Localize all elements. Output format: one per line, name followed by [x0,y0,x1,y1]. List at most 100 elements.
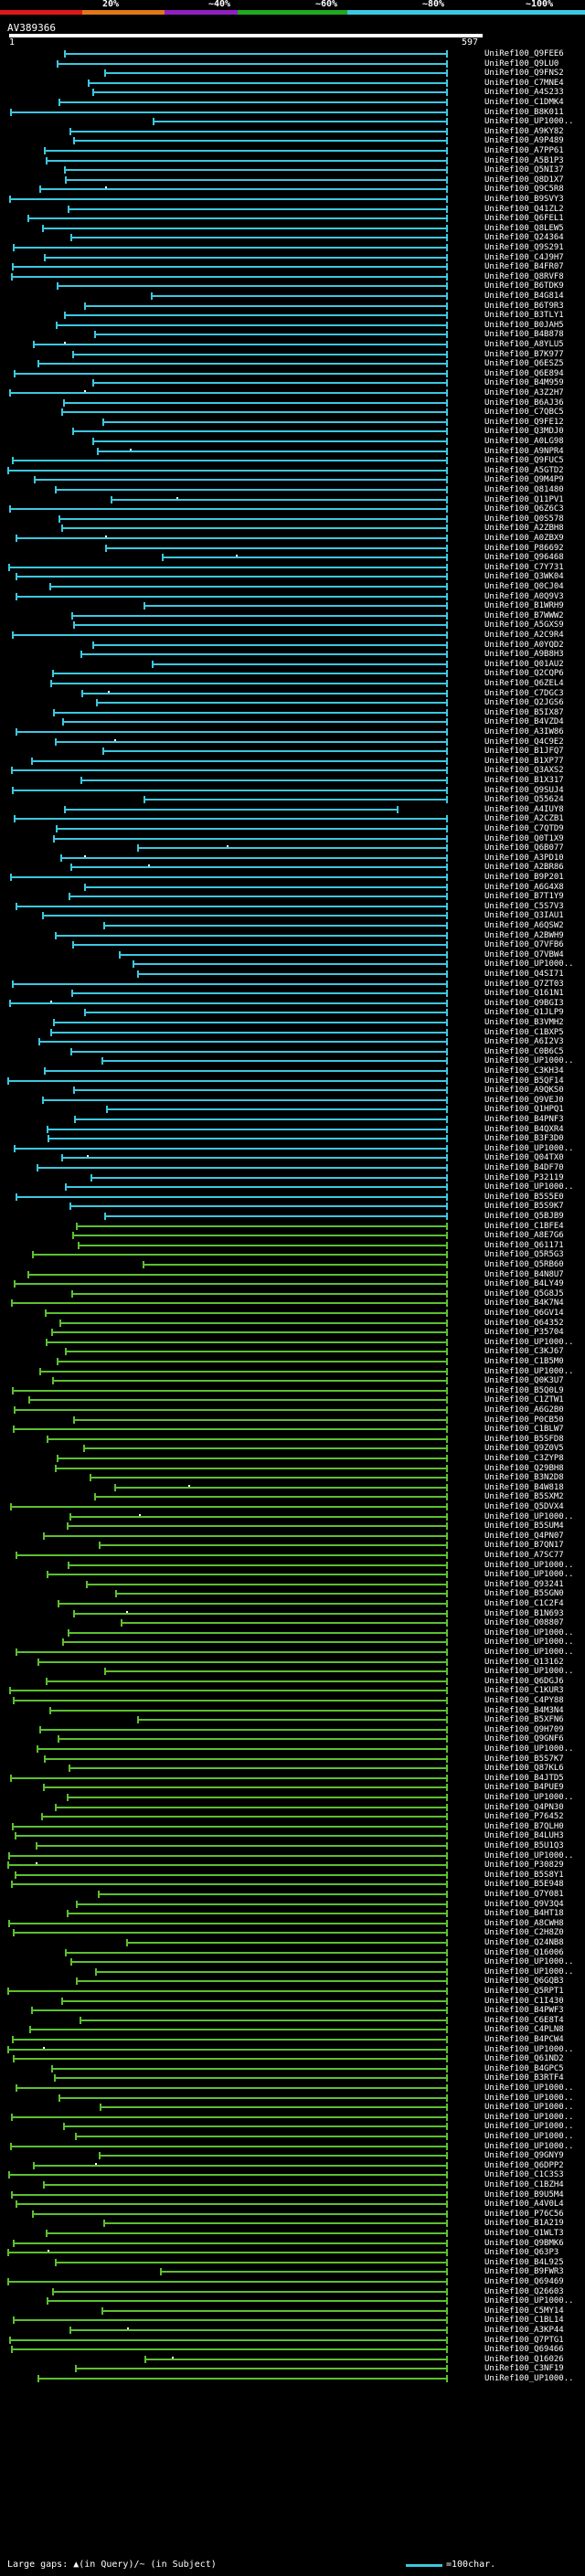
hit-label[interactable]: UniRef100_B4K7N4 [484,1299,564,1309]
hit-label[interactable]: UniRef100_Q9S291 [484,243,564,252]
hit-label[interactable]: UniRef100_Q161N1 [484,989,564,999]
alignment-row[interactable]: UniRef100_B4G814 [0,292,585,301]
hit-label[interactable]: UniRef100_Q9GNF6 [484,1734,564,1744]
alignment-row[interactable]: UniRef100_B9FWR3 [0,2267,585,2276]
alignment-row[interactable]: UniRef100_C6E8T4 [0,2016,585,2025]
hit-label[interactable]: UniRef100_Q16026 [484,2354,564,2364]
alignment-row[interactable]: UniRef100_A9P489 [0,136,585,145]
alignment-row[interactable]: UniRef100_Q0K3U7 [0,1376,585,1385]
hit-label[interactable]: UniRef100_UP1000.. [484,117,574,127]
hit-label[interactable]: UniRef100_Q9FE12 [484,417,564,427]
alignment-row[interactable]: UniRef100_Q5NI37 [0,165,585,175]
hit-label[interactable]: UniRef100_Q9V3Q4 [484,1899,564,1909]
hit-label[interactable]: UniRef100_Q5RB60 [484,1260,564,1269]
hit-label[interactable]: UniRef100_UP1000.. [484,1648,574,1657]
hit-label[interactable]: UniRef100_C1BFE4 [484,1221,564,1231]
alignment-row[interactable]: UniRef100_P76452 [0,1812,585,1821]
alignment-row[interactable]: UniRef100_A8YLU5 [0,340,585,349]
hit-label[interactable]: UniRef100_Q1HPQ1 [484,1105,564,1115]
hit-label[interactable]: UniRef100_Q3AXS2 [484,766,564,776]
hit-label[interactable]: UniRef100_UP1000.. [484,959,574,970]
hit-label[interactable]: UniRef100_B4HT18 [484,1909,564,1919]
hit-label[interactable]: UniRef100_B4VZD4 [484,717,564,727]
alignment-row[interactable]: UniRef100_Q9FEE6 [0,49,585,58]
hit-label[interactable]: UniRef100_P76452 [484,1812,564,1822]
hit-label[interactable]: UniRef100_B1JFQ7 [484,747,564,757]
alignment-row[interactable]: UniRef100_C1DMK4 [0,98,585,107]
hit-label[interactable]: UniRef100_P0CB50 [484,1415,564,1425]
alignment-row[interactable]: UniRef100_B4HT18 [0,1909,585,1918]
alignment-row[interactable]: UniRef100_C5S7V3 [0,902,585,911]
hit-label[interactable]: UniRef100_B7WWW2 [484,610,564,620]
alignment-row[interactable]: UniRef100_UP1000.. [0,117,585,126]
alignment-row[interactable]: UniRef100_B5SFD8 [0,1435,585,1444]
hit-label[interactable]: UniRef100_B4FR07 [484,262,564,272]
hit-label[interactable]: UniRef100_Q4PN30 [484,1802,564,1812]
hit-label[interactable]: UniRef100_UP1000.. [484,2083,574,2093]
hit-label[interactable]: UniRef100_A3KP44 [484,2326,564,2335]
hit-label[interactable]: UniRef100_B3N2D8 [484,1473,564,1483]
alignment-row[interactable]: UniRef100_B7QLH0 [0,1822,585,1831]
alignment-row[interactable]: UniRef100_Q0T1X9 [0,834,585,843]
hit-label[interactable]: UniRef100_A2BR86 [484,863,564,873]
hit-label[interactable]: UniRef100_Q2JGS6 [484,698,564,708]
alignment-row[interactable]: UniRef100_B5S5E0 [0,1193,585,1202]
hit-label[interactable]: UniRef100_Q61171 [484,1240,564,1250]
hit-label[interactable]: UniRef100_UP1000.. [484,1966,574,1977]
hit-label[interactable]: UniRef100_Q7VBW4 [484,949,564,959]
alignment-row[interactable]: UniRef100_C1KUR3 [0,1686,585,1695]
hit-label[interactable]: UniRef100_UP1000.. [484,1744,574,1754]
alignment-row[interactable]: UniRef100_B8K011 [0,108,585,117]
alignment-row[interactable]: UniRef100_Q9GNF6 [0,1734,585,1744]
alignment-row[interactable]: UniRef100_Q8RVF8 [0,272,585,281]
alignment-row[interactable]: UniRef100_C4PY88 [0,1696,585,1705]
hit-label[interactable]: UniRef100_A9P489 [484,136,564,146]
alignment-row[interactable]: UniRef100_Q6DGJ6 [0,1677,585,1686]
alignment-row[interactable]: UniRef100_A0YQD2 [0,641,585,650]
alignment-row[interactable]: UniRef100_B4GPC5 [0,2064,585,2073]
hit-label[interactable]: UniRef100_Q5NI37 [484,165,564,175]
hit-label[interactable]: UniRef100_B7K977 [484,349,564,359]
alignment-row[interactable]: UniRef100_Q5G8J5 [0,1289,585,1299]
hit-label[interactable]: UniRef100_Q0T1X9 [484,833,564,843]
hit-label[interactable]: UniRef100_B6AJ36 [484,398,564,408]
alignment-row[interactable]: UniRef100_C1B5M0 [0,1357,585,1366]
alignment-row[interactable]: UniRef100_B1XP77 [0,757,585,766]
alignment-row[interactable]: UniRef100_B4L925 [0,2258,585,2267]
hit-label[interactable]: UniRef100_Q1JLP9 [484,1008,564,1018]
hit-label[interactable]: UniRef100_B3VMH2 [484,1018,564,1027]
alignment-row[interactable]: UniRef100_B4N8U7 [0,1270,585,1279]
alignment-row[interactable]: UniRef100_Q9M4P9 [0,475,585,484]
hit-label[interactable]: UniRef100_A7PP61 [484,146,564,155]
alignment-row[interactable]: UniRef100_B4M3N4 [0,1706,585,1715]
hit-label[interactable]: UniRef100_C7QBC5 [484,408,564,418]
alignment-row[interactable]: UniRef100_Q11PV1 [0,495,585,504]
hit-label[interactable]: UniRef100_A8YLU5 [484,340,564,349]
alignment-row[interactable]: UniRef100_B3VMH2 [0,1018,585,1027]
hit-label[interactable]: UniRef100_A5GXS9 [484,620,564,631]
hit-label[interactable]: UniRef100_Q8D1X7 [484,175,564,185]
alignment-row[interactable]: UniRef100_Q6ESZ5 [0,359,585,368]
alignment-row[interactable]: UniRef100_Q2JGS6 [0,698,585,707]
hit-label[interactable]: UniRef100_UP1000.. [484,1182,574,1193]
hit-label[interactable]: UniRef100_P30829 [484,1860,564,1871]
alignment-row[interactable]: UniRef100_C1I430 [0,1997,585,2006]
alignment-row[interactable]: UniRef100_B4K7N4 [0,1299,585,1308]
hit-label[interactable]: UniRef100_C1C3S3 [484,2170,564,2180]
alignment-row[interactable]: UniRef100_Q4C9E2 [0,737,585,747]
alignment-row[interactable]: UniRef100_UP1000.. [0,2122,585,2131]
hit-label[interactable]: UniRef100_B5U1Q3 [484,1841,564,1850]
alignment-row[interactable]: UniRef100_B1JFQ7 [0,747,585,756]
alignment-row[interactable]: UniRef100_UP1000.. [0,1744,585,1754]
alignment-row[interactable]: UniRef100_B1WRH9 [0,601,585,610]
alignment-row[interactable]: UniRef100_A6G2B0 [0,1405,585,1415]
hit-label[interactable]: UniRef100_Q9LU0 [484,58,559,69]
alignment-row[interactable]: UniRef100_Q5BJB9 [0,1212,585,1221]
hit-label[interactable]: UniRef100_Q7PTG1 [484,2335,564,2345]
alignment-row[interactable]: UniRef100_Q9C5R8 [0,185,585,194]
hit-label[interactable]: UniRef100_A9NPR4 [484,446,564,456]
alignment-row[interactable]: UniRef100_B4PCW4 [0,2035,585,2044]
hit-label[interactable]: UniRef100_UP1000.. [484,2122,574,2132]
hit-label[interactable]: UniRef100_B7QLH0 [484,1821,564,1831]
hit-label[interactable]: UniRef100_P35704 [484,1328,564,1338]
